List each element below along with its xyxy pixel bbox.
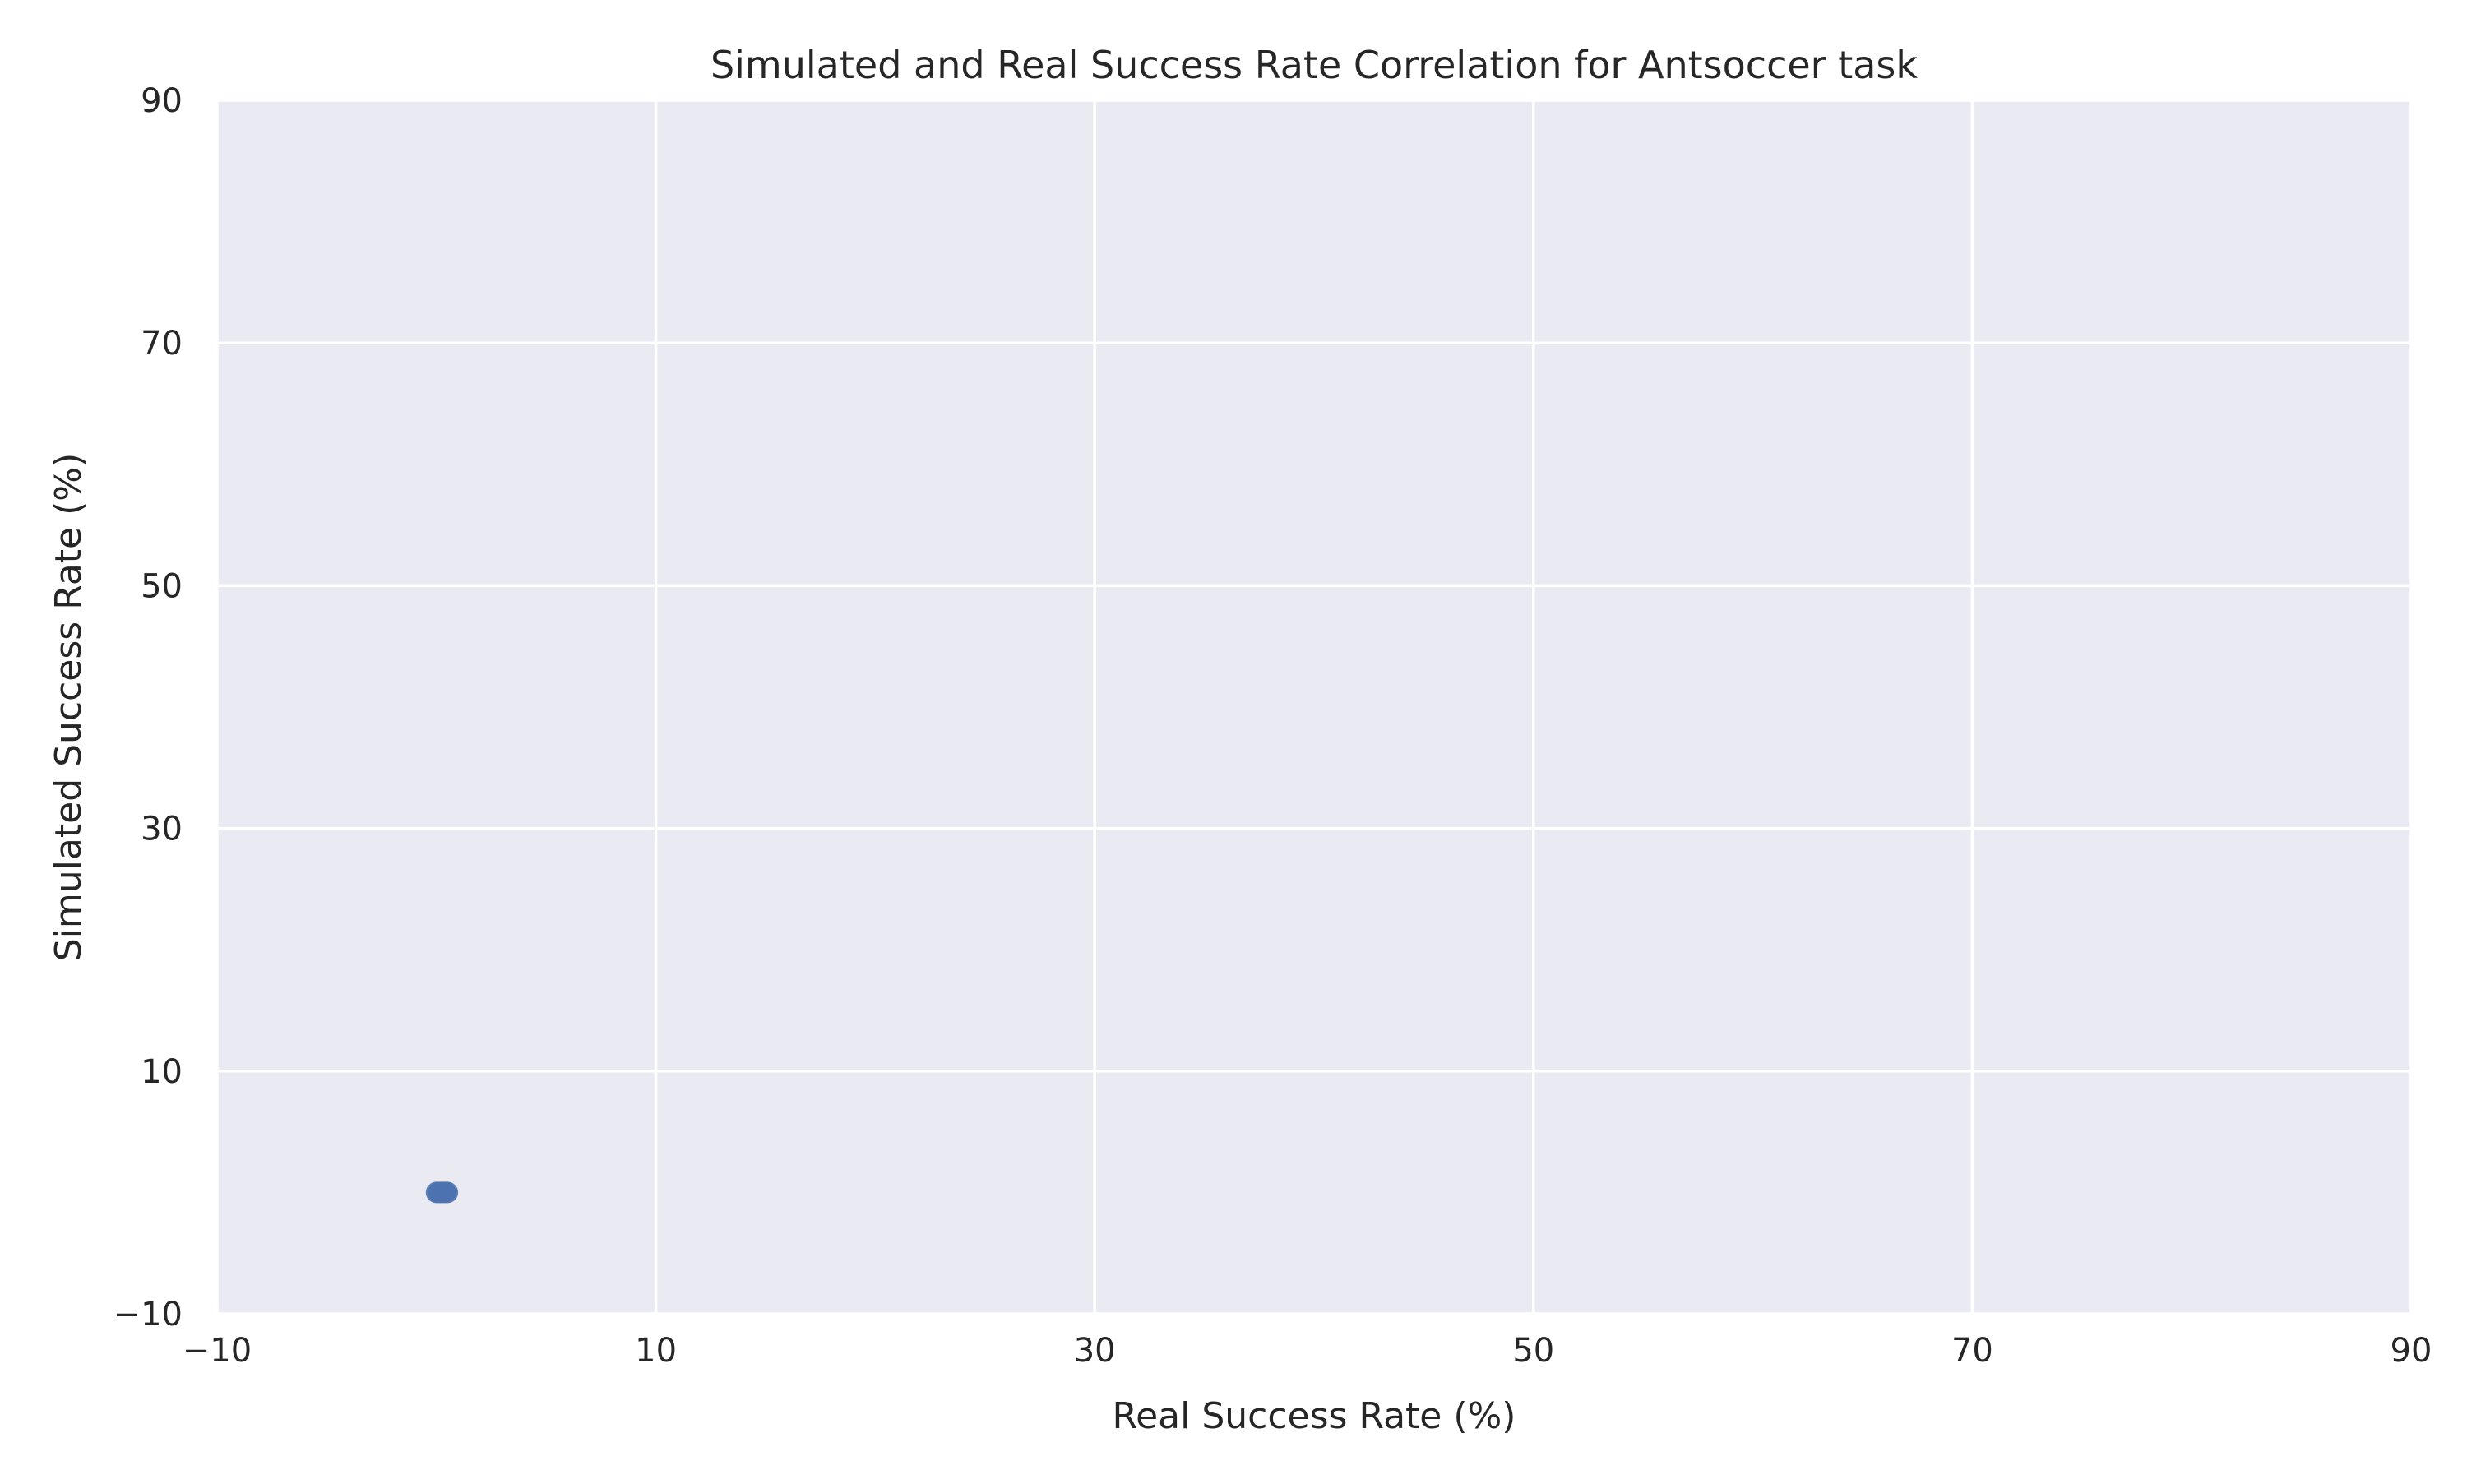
y-tick-label: 10 <box>141 1053 183 1091</box>
x-tick-labels: −10 10 30 50 70 90 <box>183 1332 2432 1370</box>
chart-title: Simulated and Real Success Rate Correlat… <box>710 43 1918 87</box>
x-tick-label: −10 <box>183 1332 252 1370</box>
y-tick-label: 30 <box>141 811 183 848</box>
x-axis-label: Real Success Rate (%) <box>1113 1395 1516 1437</box>
data-points <box>425 1181 459 1204</box>
x-tick-label: 70 <box>1951 1332 1993 1370</box>
scatter-point <box>437 1181 459 1204</box>
x-tick-label: 30 <box>1074 1332 1116 1370</box>
y-axis-label: Simulated Success Rate (%) <box>48 453 90 961</box>
grid-lines <box>215 99 2413 1315</box>
y-tick-label: 70 <box>141 325 183 363</box>
plot-area <box>217 100 2411 1314</box>
y-tick-label: 50 <box>141 567 183 605</box>
x-tick-label: 90 <box>2391 1332 2432 1370</box>
y-tick-label: 90 <box>141 82 183 120</box>
y-tick-labels: −10 10 30 50 70 90 <box>113 82 183 1334</box>
y-tick-label: −10 <box>113 1296 183 1334</box>
x-tick-label: 50 <box>1512 1332 1554 1370</box>
x-tick-label: 10 <box>635 1332 677 1370</box>
